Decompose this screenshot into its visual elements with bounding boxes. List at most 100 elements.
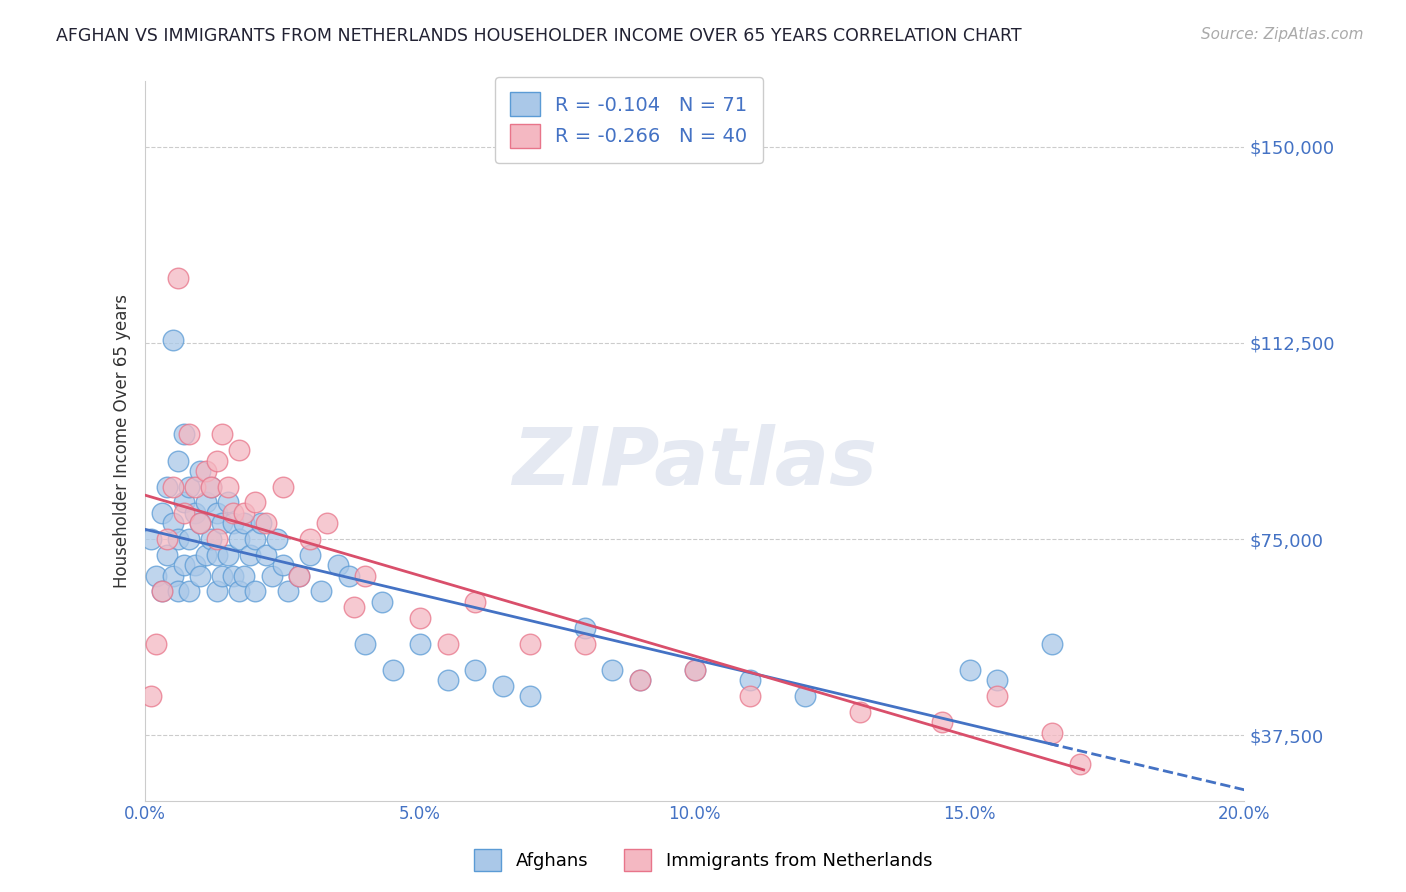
Point — [194, 548, 217, 562]
Point — [986, 673, 1008, 688]
Point — [271, 480, 294, 494]
Point — [793, 689, 815, 703]
Point — [228, 443, 250, 458]
Point — [162, 516, 184, 531]
Point — [139, 532, 162, 546]
Legend: Afghans, Immigrants from Netherlands: Afghans, Immigrants from Netherlands — [467, 842, 939, 879]
Point — [222, 568, 245, 582]
Point — [233, 506, 256, 520]
Point — [167, 270, 190, 285]
Point — [354, 568, 377, 582]
Point — [288, 568, 311, 582]
Point — [464, 595, 486, 609]
Point — [315, 516, 337, 531]
Point — [205, 506, 228, 520]
Point — [288, 568, 311, 582]
Point — [200, 532, 222, 546]
Point — [156, 548, 179, 562]
Point — [464, 663, 486, 677]
Point — [1069, 757, 1091, 772]
Point — [628, 673, 651, 688]
Point — [167, 453, 190, 467]
Point — [150, 506, 173, 520]
Point — [337, 568, 360, 582]
Point — [931, 715, 953, 730]
Point — [179, 584, 201, 599]
Point — [179, 532, 201, 546]
Point — [436, 673, 458, 688]
Point — [1040, 725, 1063, 739]
Point — [326, 558, 349, 573]
Point — [205, 584, 228, 599]
Point — [381, 663, 404, 677]
Point — [179, 427, 201, 442]
Point — [179, 480, 201, 494]
Point — [370, 595, 392, 609]
Point — [200, 480, 222, 494]
Point — [683, 663, 706, 677]
Point — [602, 663, 624, 677]
Point — [574, 621, 596, 635]
Point — [233, 516, 256, 531]
Point — [343, 600, 366, 615]
Text: AFGHAN VS IMMIGRANTS FROM NETHERLANDS HOUSEHOLDER INCOME OVER 65 YEARS CORRELATI: AFGHAN VS IMMIGRANTS FROM NETHERLANDS HO… — [56, 27, 1022, 45]
Point — [145, 568, 167, 582]
Point — [574, 637, 596, 651]
Point — [519, 637, 541, 651]
Point — [233, 568, 256, 582]
Point — [436, 637, 458, 651]
Point — [211, 427, 233, 442]
Point — [173, 558, 195, 573]
Point — [188, 568, 211, 582]
Point — [211, 568, 233, 582]
Y-axis label: Householder Income Over 65 years: Householder Income Over 65 years — [114, 294, 131, 588]
Point — [188, 516, 211, 531]
Point — [173, 506, 195, 520]
Point — [628, 673, 651, 688]
Point — [217, 480, 239, 494]
Point — [156, 532, 179, 546]
Point — [271, 558, 294, 573]
Point — [205, 548, 228, 562]
Point — [145, 637, 167, 651]
Point — [245, 532, 267, 546]
Point — [245, 495, 267, 509]
Point — [354, 637, 377, 651]
Point — [162, 334, 184, 348]
Point — [738, 689, 761, 703]
Point — [184, 558, 207, 573]
Point — [167, 584, 190, 599]
Point — [211, 516, 233, 531]
Point — [519, 689, 541, 703]
Point — [188, 516, 211, 531]
Point — [222, 506, 245, 520]
Point — [184, 480, 207, 494]
Point — [738, 673, 761, 688]
Point — [156, 480, 179, 494]
Point — [228, 532, 250, 546]
Point — [222, 516, 245, 531]
Point — [173, 427, 195, 442]
Point — [254, 548, 277, 562]
Point — [217, 495, 239, 509]
Point — [277, 584, 299, 599]
Point — [205, 453, 228, 467]
Point — [217, 548, 239, 562]
Point — [239, 548, 262, 562]
Point — [409, 610, 432, 624]
Point — [299, 532, 322, 546]
Legend: R = -0.104   N = 71, R = -0.266   N = 40: R = -0.104 N = 71, R = -0.266 N = 40 — [495, 77, 763, 163]
Point — [200, 480, 222, 494]
Point — [194, 495, 217, 509]
Point — [409, 637, 432, 651]
Point — [986, 689, 1008, 703]
Point — [162, 480, 184, 494]
Point — [266, 532, 288, 546]
Point — [228, 584, 250, 599]
Point — [139, 689, 162, 703]
Point — [245, 584, 267, 599]
Point — [162, 568, 184, 582]
Point — [959, 663, 981, 677]
Point — [249, 516, 271, 531]
Point — [150, 584, 173, 599]
